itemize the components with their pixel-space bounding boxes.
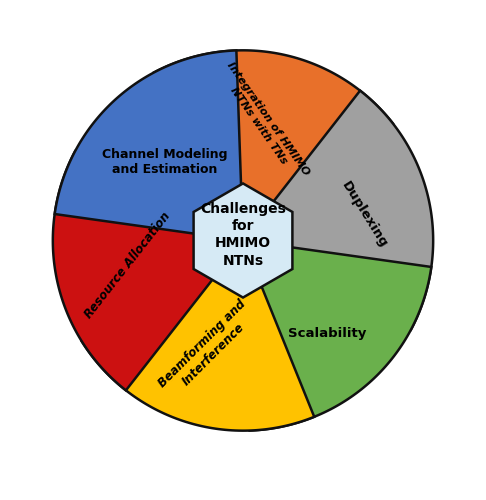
Text: Duplexing: Duplexing [338,179,389,250]
Text: Challenges
for
HMIMO
NTNs: Challenges for HMIMO NTNs [200,202,286,268]
Polygon shape [82,240,314,430]
Polygon shape [154,50,393,240]
Polygon shape [193,184,293,298]
Text: Integration of HMIMO
NTNs with TNs: Integration of HMIMO NTNs with TNs [216,60,312,184]
Polygon shape [55,50,243,240]
Polygon shape [243,240,431,430]
Text: Channel Modeling
and Estimation: Channel Modeling and Estimation [102,148,228,176]
Text: Resource Allocation: Resource Allocation [82,210,173,320]
Text: Beamforming and
Interference: Beamforming and Interference [156,298,260,401]
Polygon shape [243,90,433,330]
Text: Scalability: Scalability [288,328,366,340]
Polygon shape [53,151,243,390]
